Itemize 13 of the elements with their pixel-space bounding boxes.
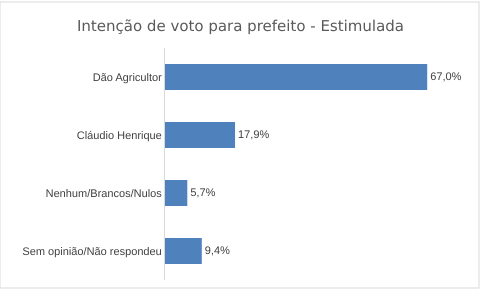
y-tick-label: Sem opinião/Não respondeu bbox=[22, 246, 162, 258]
data-label: 9,4% bbox=[204, 245, 230, 257]
y-tick-label: Nenhum/Brancos/Nulos bbox=[46, 188, 162, 200]
data-label: 5,7% bbox=[190, 187, 216, 199]
chart-title: Intenção de voto para prefeito - Estimulada bbox=[77, 16, 404, 35]
bar bbox=[165, 64, 428, 90]
y-tick-label: Cláudio Henrique bbox=[76, 130, 162, 142]
bar bbox=[165, 180, 188, 206]
data-label: 17,9% bbox=[238, 129, 270, 141]
data-label: 67,0% bbox=[430, 71, 462, 83]
bar bbox=[165, 238, 202, 264]
y-tick-label: Dão Agricultor bbox=[92, 72, 162, 84]
bar bbox=[165, 122, 236, 148]
